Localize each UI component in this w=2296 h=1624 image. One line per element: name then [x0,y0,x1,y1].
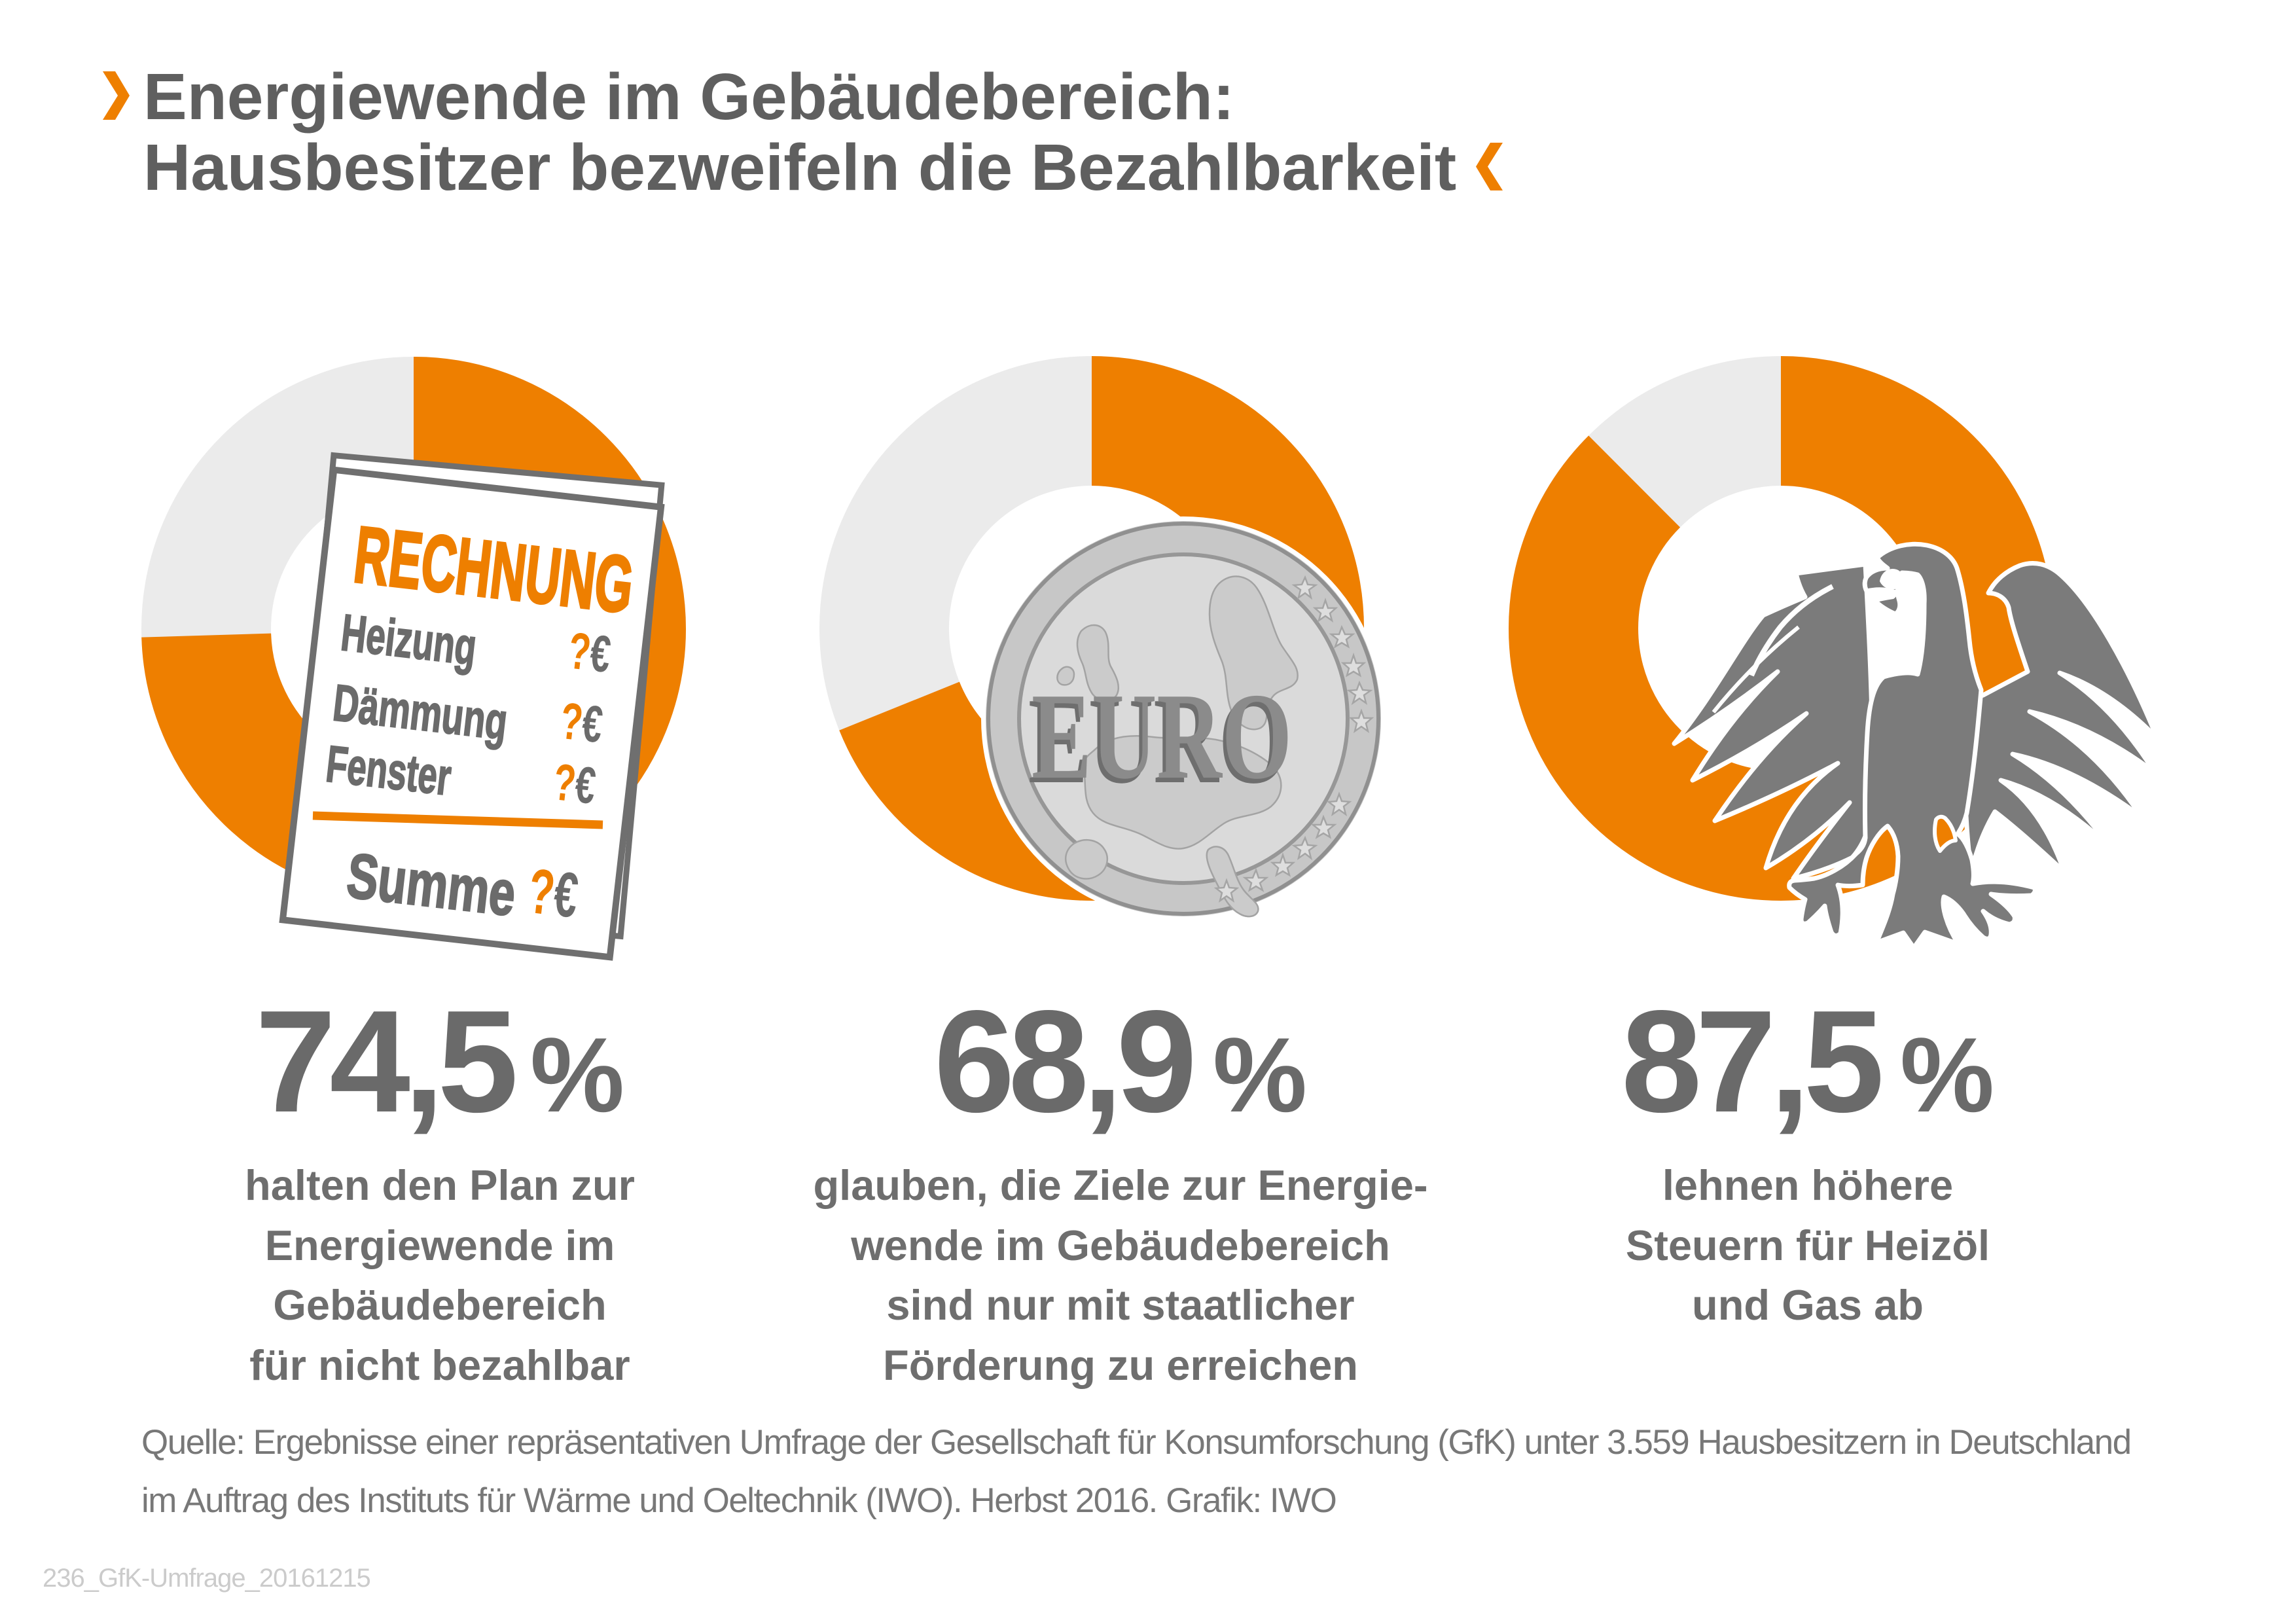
svg-text:Quelle: Ergebnisse einer reprä: Quelle: Ergebnisse einer repräsentativen… [141,1423,2131,1462]
svg-text:Fenster: Fenster [323,734,454,806]
svg-text:lehnen höhere: lehnen höhere [1662,1161,1953,1209]
svg-text:Energiewende im Gebäudebereich: Energiewende im Gebäudebereich: [143,60,1234,134]
svg-text:236_GfK-Umfrage_20161215: 236_GfK-Umfrage_20161215 [43,1564,370,1593]
svg-text:für nicht bezahlbar: für nicht bezahlbar [249,1341,630,1389]
svg-text:74,5%: 74,5% [255,981,624,1143]
svg-text:?€: ?€ [525,855,582,931]
svg-text:Gebäudebereich: Gebäudebereich [273,1281,606,1329]
svg-text:87,5%: 87,5% [1621,981,1994,1143]
svg-text:EURO: EURO [1031,668,1292,804]
svg-text:Förderung zu erreichen: Förderung zu erreichen [883,1341,1358,1389]
svg-text:im Auftrag des Instituts für W: im Auftrag des Instituts für Wärme und O… [141,1481,1336,1520]
svg-text:glauben, die Ziele zur Energie: glauben, die Ziele zur Energie- [813,1161,1427,1209]
svg-text:sind nur mit staatlicher: sind nur mit staatlicher [886,1281,1354,1329]
svg-text:68,9%: 68,9% [934,981,1307,1143]
svg-text:?€: ?€ [550,752,599,815]
svg-text:?€: ?€ [565,621,614,683]
svg-text:und Gas ab: und Gas ab [1692,1281,1924,1329]
svg-text:Hausbesitzer bezweifeln die Be: Hausbesitzer bezweifeln die Bezahlbarkei… [143,131,1456,204]
svg-text:wende im Gebäudebereich: wende im Gebäudebereich [850,1221,1390,1269]
svg-text:Energiewende im: Energiewende im [265,1221,615,1269]
svg-text:Steuern für Heizöl: Steuern für Heizöl [1626,1221,1990,1269]
svg-text:EURO: EURO [1028,672,1289,809]
svg-text:?€: ?€ [558,691,606,754]
svg-text:halten den Plan zur: halten den Plan zur [245,1161,635,1209]
